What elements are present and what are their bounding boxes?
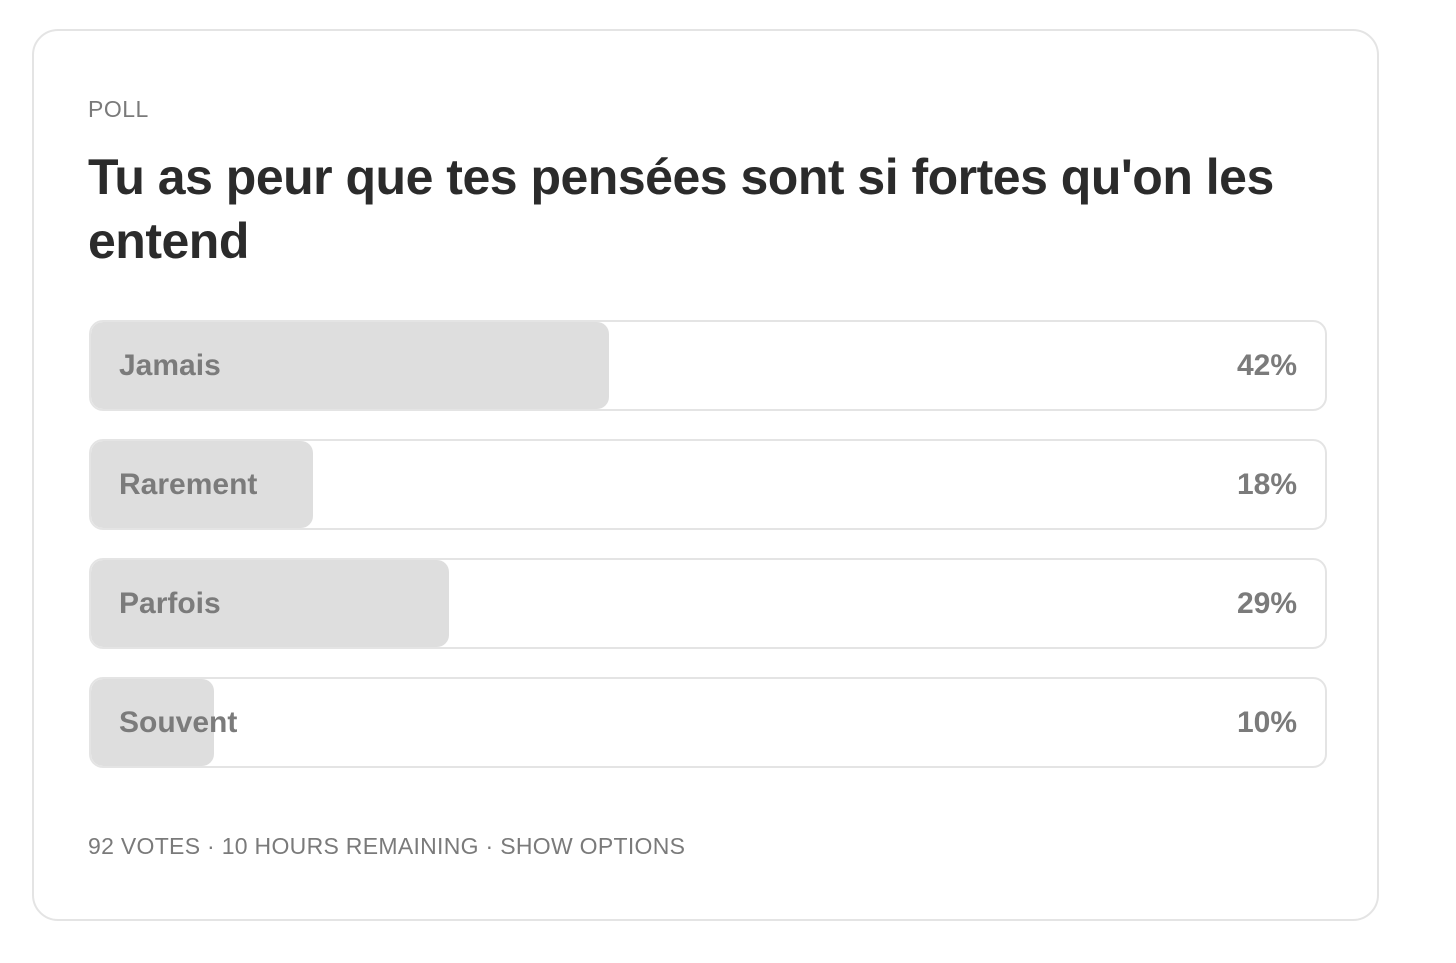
option-label: Souvent (119, 706, 238, 739)
option-percent: 29% (1236, 587, 1297, 620)
footer-separator: · (200, 833, 222, 859)
poll-question: Tu as peur que tes pensées sont si forte… (88, 149, 1274, 269)
option-label: Rarement (119, 468, 258, 501)
poll-label: POLL (88, 96, 149, 122)
vote-count: 92 VOTES (88, 833, 201, 859)
poll-option-jamais[interactable]: Jamais 42% (89, 320, 1327, 411)
poll-footer: 92 VOTES · 10 HOURS REMAINING · SHOW OPT… (88, 832, 685, 860)
option-label: Jamais (119, 349, 221, 382)
option-percent: 10% (1236, 706, 1297, 739)
option-fill-bar (91, 679, 215, 766)
poll-options: Jamais 42% Rarement 18% Parfois 29% Souv… (89, 320, 1327, 796)
poll-option-rarement[interactable]: Rarement 18% (89, 439, 1327, 530)
option-percent: 42% (1236, 349, 1297, 382)
option-fill-bar (91, 560, 449, 647)
show-options-link[interactable]: SHOW OPTIONS (500, 833, 686, 859)
poll-option-souvent[interactable]: Souvent 10% (89, 677, 1327, 768)
option-percent: 18% (1236, 468, 1297, 501)
option-fill-bar (91, 322, 610, 409)
option-fill-bar (91, 441, 314, 528)
footer-separator: · (478, 833, 501, 859)
poll-card: POLL Tu as peur que tes pensées sont si … (32, 29, 1379, 921)
time-remaining: 10 HOURS REMAINING (221, 833, 479, 859)
poll-option-parfois[interactable]: Parfois 29% (89, 558, 1327, 649)
option-label: Parfois (119, 587, 221, 620)
